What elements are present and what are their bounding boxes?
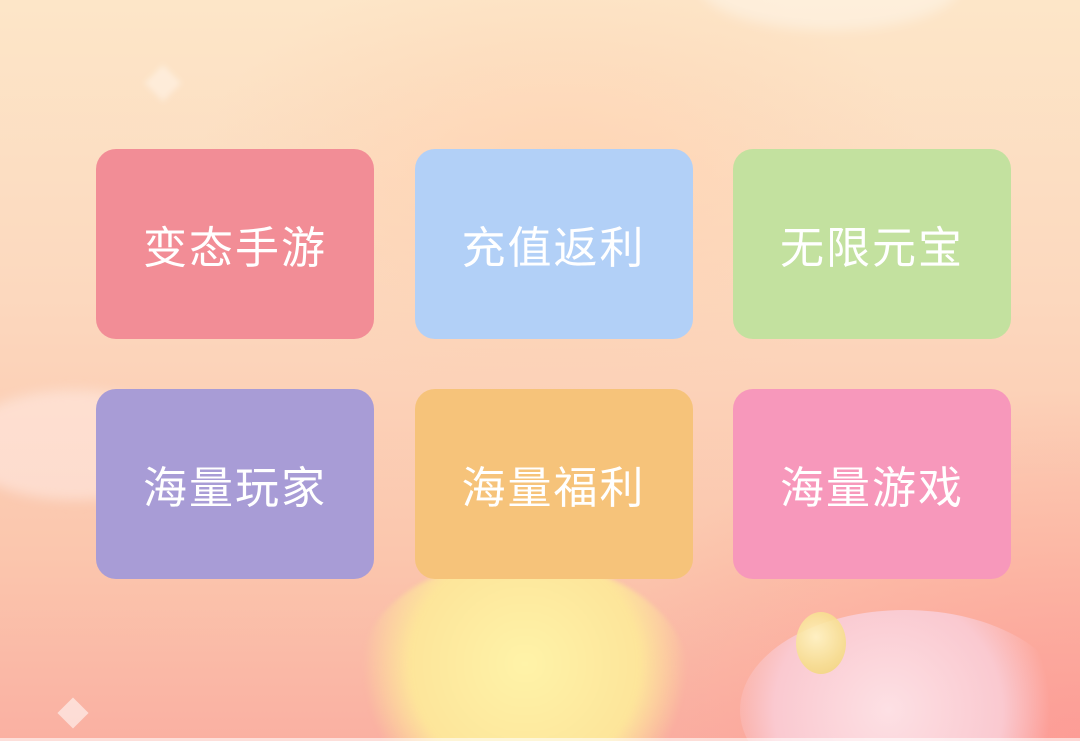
tile-label: 充值返利 — [461, 223, 646, 274]
pink-blob-decoration — [740, 610, 1070, 741]
bottom-divider — [0, 738, 1080, 741]
feature-grid: 变态手游 充值返利 无限元宝 海量玩家 海量福利 海量游戏 — [96, 149, 1011, 579]
tile-massive-benefits[interactable]: 海量福利 — [414, 389, 693, 579]
sparkle-decoration — [57, 697, 89, 729]
tile-unlimited-gold[interactable]: 无限元宝 — [733, 149, 1011, 339]
tile-bt-mobile-games[interactable]: 变态手游 — [96, 149, 374, 339]
tile-label: 海量游戏 — [780, 463, 964, 514]
tile-label: 海量福利 — [461, 463, 646, 514]
tile-label: 变态手游 — [143, 223, 327, 274]
cloud-decoration — [700, 0, 960, 30]
sparkle-decoration — [144, 64, 182, 102]
yellow-blob-decoration — [360, 560, 690, 741]
tile-massive-players[interactable]: 海量玩家 — [96, 389, 374, 579]
tile-label: 无限元宝 — [780, 223, 964, 274]
coin-decoration — [796, 612, 846, 674]
tile-label: 海量玩家 — [143, 463, 327, 514]
tile-recharge-rebate[interactable]: 充值返利 — [414, 149, 693, 339]
tile-massive-games[interactable]: 海量游戏 — [733, 389, 1011, 579]
